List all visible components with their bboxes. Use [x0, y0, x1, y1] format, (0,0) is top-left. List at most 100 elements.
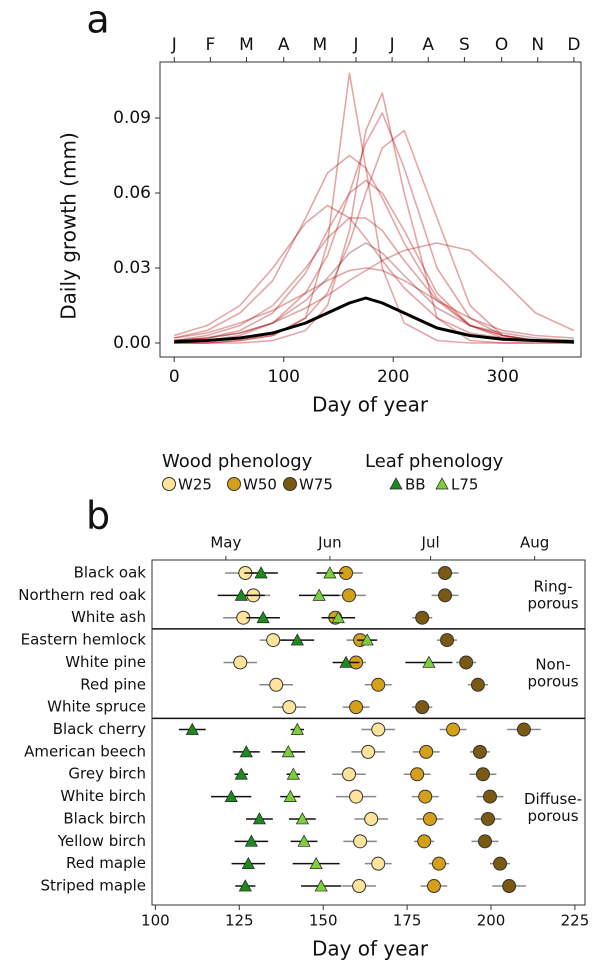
wood-point — [431, 856, 446, 871]
wood-point — [470, 677, 485, 692]
wood-point — [480, 811, 495, 826]
leaf-point — [241, 856, 255, 870]
group-label: Non- — [535, 656, 570, 674]
wood-point — [410, 767, 425, 782]
leaf-point — [234, 767, 248, 780]
leaf-point — [238, 879, 252, 892]
legend-marker — [389, 477, 403, 490]
growth-curve — [174, 267, 574, 339]
wood-point — [364, 811, 379, 826]
legend-marker — [162, 477, 176, 491]
x2-tick-label: A — [278, 35, 290, 55]
leaf-point — [422, 655, 436, 668]
leaf-point — [283, 789, 297, 802]
leaf-point — [312, 588, 326, 601]
x2-tick-label: A — [422, 35, 434, 55]
leaf-point — [234, 588, 248, 601]
plot-frame — [151, 559, 586, 906]
wood-point — [438, 566, 453, 580]
wood-point — [349, 700, 364, 715]
x-axis-label: Day of year — [312, 393, 429, 417]
y-tick-label: 0.00 — [113, 333, 151, 353]
growth-curve — [174, 242, 575, 342]
wood-point — [266, 633, 281, 648]
y-axis-label: Daily growth (mm) — [57, 132, 81, 319]
group-label: porous — [527, 594, 578, 612]
wood-point — [269, 677, 284, 692]
category-label: Red pine — [80, 675, 146, 693]
leaf-point — [331, 610, 345, 624]
category-label: Grey birch — [68, 765, 146, 783]
wood-point — [472, 744, 487, 759]
leaf-point — [297, 834, 311, 847]
x2-tick-label: M — [313, 35, 328, 55]
wood-point — [475, 767, 490, 782]
legend-marker — [435, 477, 449, 490]
leaf-point — [286, 767, 300, 780]
legend-marker — [283, 477, 297, 491]
legend-title: Leaf phenology — [365, 451, 504, 472]
wood-point — [459, 655, 474, 670]
wood-point — [516, 722, 531, 737]
x2-tick-label: Aug — [520, 534, 549, 552]
panel-label: b — [86, 494, 110, 538]
leaf-point — [339, 655, 353, 668]
category-label: Northern red oak — [18, 586, 146, 604]
y-tick-label: 0.03 — [113, 258, 151, 278]
x2-tick-label: J — [389, 35, 395, 55]
legend-label: L75 — [451, 476, 478, 494]
wood-point — [493, 856, 508, 871]
leaf-point — [256, 610, 270, 624]
growth-curve — [174, 72, 574, 344]
category-label: Yellow birch — [57, 832, 146, 850]
wood-point — [342, 767, 357, 782]
leaf-point — [252, 812, 267, 825]
group-label: porous — [527, 673, 578, 691]
x-axis-label: Day of year — [312, 937, 429, 961]
growth-curve — [174, 112, 574, 344]
leaf-point — [290, 722, 304, 735]
category-label: White ash — [71, 608, 146, 626]
x-tick-label: 100 — [141, 912, 170, 930]
growth-curve — [174, 242, 574, 342]
category-label: American beech — [24, 742, 146, 760]
x-tick-label: 200 — [377, 367, 409, 387]
wood-point — [422, 811, 437, 826]
wood-point — [282, 700, 297, 715]
wood-point — [415, 610, 430, 625]
wood-point — [415, 700, 430, 715]
leaf-point — [309, 856, 323, 870]
wood-point — [417, 834, 432, 849]
growth-curve — [174, 296, 574, 344]
wood-point — [371, 677, 386, 692]
group-label: Ring- — [533, 577, 572, 595]
category-label: Red maple — [66, 854, 146, 872]
growth-curve — [174, 129, 574, 344]
legend-label: W75 — [299, 476, 333, 494]
legend-label: W25 — [178, 476, 212, 494]
category-label: Black oak — [74, 564, 147, 582]
legend-title: Wood phenology — [162, 451, 313, 472]
x-tick-label: 100 — [268, 367, 300, 387]
leaf-point — [239, 745, 253, 758]
wood-point — [502, 879, 517, 894]
x-tick-label: 175 — [393, 912, 422, 930]
x2-tick-label: J — [352, 35, 358, 55]
category-label: Black cherry — [53, 720, 146, 738]
wood-point — [418, 789, 433, 804]
wood-point — [477, 834, 492, 849]
y-tick-label: 0.09 — [113, 108, 151, 128]
growth-curve — [174, 217, 574, 344]
wood-point — [349, 789, 364, 804]
wood-point — [371, 856, 386, 871]
x-tick-label: 150 — [309, 912, 338, 930]
wood-point — [438, 588, 453, 603]
x2-tick-label: Jun — [317, 534, 341, 552]
leaf-point — [323, 566, 337, 579]
leaf-point — [185, 722, 199, 735]
x2-tick-label: M — [239, 35, 254, 55]
leaf-point — [290, 633, 304, 646]
x-tick-label: 125 — [225, 912, 254, 930]
wood-point — [342, 588, 357, 603]
